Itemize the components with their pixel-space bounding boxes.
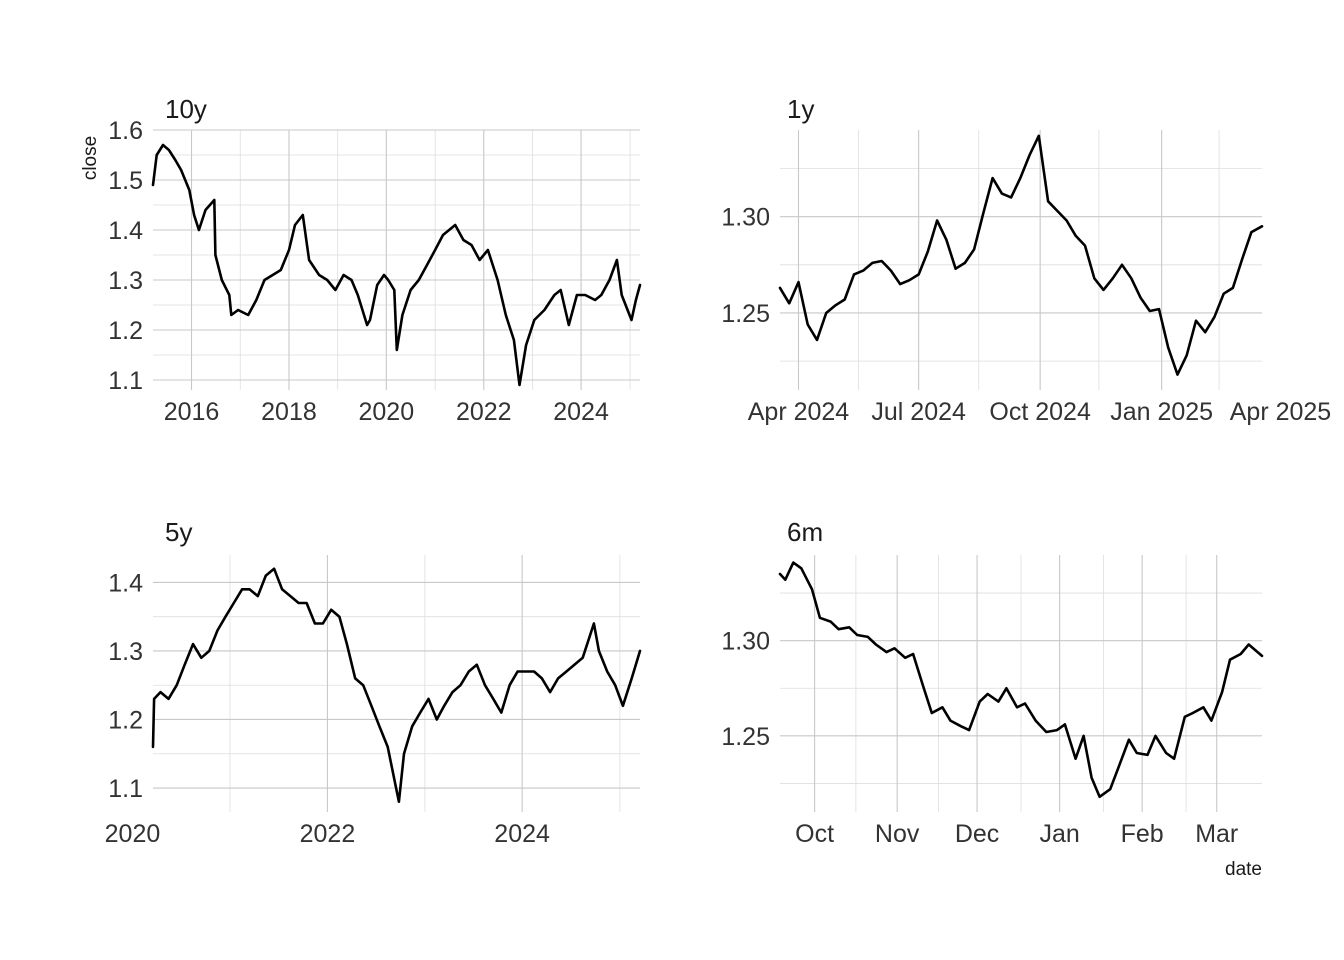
x-tick-label: 2016	[164, 398, 220, 426]
y-tick-label: 1.1	[108, 775, 143, 803]
y-tick-label: 1.4	[108, 217, 143, 245]
y-tick-label: 1.3	[108, 267, 143, 295]
series-line	[151, 567, 642, 804]
series-line	[778, 561, 1264, 799]
y-axis-title: close	[80, 136, 101, 180]
y-tick-label: 1.6	[108, 117, 143, 145]
x-tick-label: 2020	[358, 398, 414, 426]
x-axis-title: date	[1225, 859, 1262, 880]
x-tick-label: Feb	[1121, 820, 1164, 848]
grid	[153, 129, 640, 390]
x-tick-label: Dec	[955, 820, 999, 848]
y-tick-label: 1.30	[721, 204, 770, 232]
x-tick-label: Oct	[795, 820, 834, 848]
x-tick-label: Apr 2025	[1230, 398, 1331, 426]
series-line	[778, 134, 1264, 376]
y-tick-label: 1.2	[108, 317, 143, 345]
x-tick-label: Jan 2025	[1110, 398, 1213, 426]
x-tick-label: 2022	[456, 398, 512, 426]
series-line	[151, 143, 642, 387]
panel-1y: 1.25 1.30 Apr 2024 Jul 2024 Oct 2024 Jan 2025…	[721, 94, 1331, 426]
x-tick-label: 2024	[553, 398, 609, 426]
panel-10y: 1.1 1.2 1.3 1.4 1.5 1.6 2016 2018 2020 2022 2024 10…	[108, 94, 642, 426]
y-tick-label: 1.5	[108, 167, 143, 195]
y-tick-label: 1.25	[721, 723, 770, 751]
x-tick-label: 2020	[105, 820, 161, 848]
panel-title: 6m	[787, 517, 823, 547]
x-tick-label: Mar	[1195, 820, 1238, 848]
panel-6m: 1.25 1.30 Oct Nov Dec Jan Feb Mar 6m	[721, 517, 1264, 848]
panel-title: 5y	[165, 517, 192, 547]
x-tick-label: 2024	[494, 820, 550, 848]
y-tick-label: 1.30	[721, 628, 770, 656]
x-tick-label: Nov	[875, 820, 920, 848]
y-tick-label: 1.4	[108, 569, 143, 597]
grid	[780, 130, 1262, 390]
y-tick-label: 1.3	[108, 638, 143, 666]
y-tick-label: 1.1	[108, 367, 143, 395]
x-tick-label: Apr 2024	[748, 398, 850, 426]
panel-title: 10y	[165, 94, 207, 124]
x-tick-label: 2018	[261, 398, 317, 426]
x-tick-label: Oct 2024	[989, 398, 1091, 426]
panel-title: 1y	[787, 94, 814, 124]
y-tick-label: 1.25	[721, 300, 770, 328]
panel-5y: 1.1 1.2 1.3 1.4 2020 2022 2024 5y	[105, 517, 642, 848]
y-tick-label: 1.2	[108, 706, 143, 734]
x-tick-label: Jan	[1039, 820, 1079, 848]
x-tick-label: Jul 2024	[871, 398, 966, 426]
grid	[153, 555, 640, 812]
grid	[780, 555, 1262, 812]
x-tick-label: 2022	[300, 820, 356, 848]
